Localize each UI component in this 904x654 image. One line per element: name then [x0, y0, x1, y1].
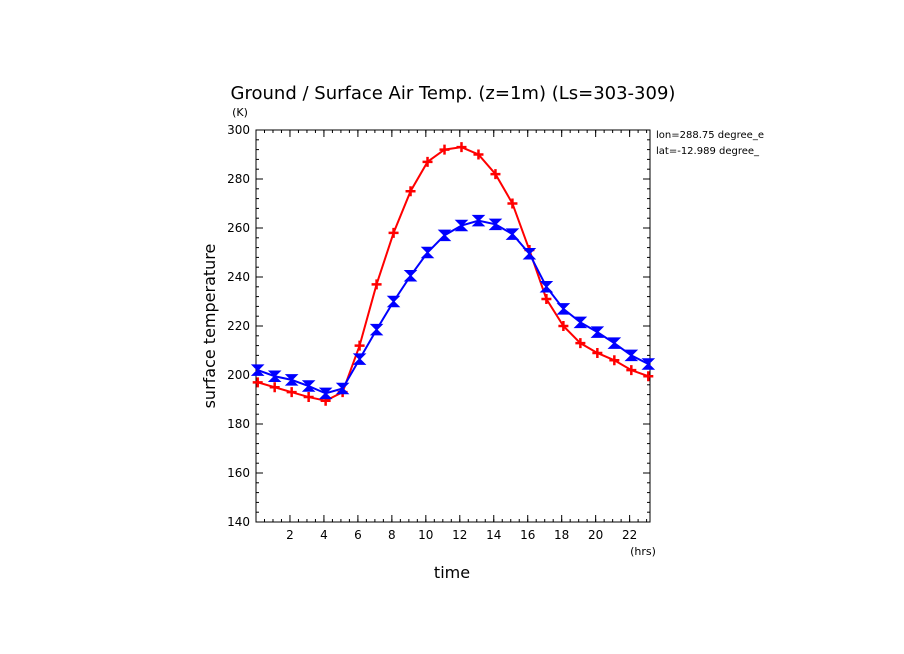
data-point [539, 281, 554, 293]
chart-title: Ground / Surface Air Temp. (z=1m) (Ls=30… [231, 83, 676, 104]
x-tick-label: 2 [286, 528, 294, 542]
data-point [301, 380, 316, 392]
data-point [558, 321, 569, 331]
data-point [456, 142, 467, 153]
data-point [422, 156, 433, 167]
axes: 140 160 180 200 220 240 260 280 300 2 4 6 8 10 12 14 16 1… [227, 123, 650, 542]
data-point [352, 353, 367, 365]
data-point [575, 338, 586, 349]
y-tick-label: 160 [227, 466, 250, 480]
data-point [522, 247, 537, 260]
x-unit-label: (hrs) [630, 545, 656, 558]
data-point [371, 279, 382, 290]
x-axis-label: time [434, 563, 470, 582]
x-tick-label: 14 [486, 528, 501, 542]
data-point [318, 387, 333, 400]
data-point [386, 295, 401, 308]
y-tick-label: 260 [227, 221, 250, 235]
series-1 [250, 214, 656, 400]
data-point [471, 214, 486, 227]
series-0 [252, 142, 654, 406]
data-point [388, 227, 399, 238]
y-tick-label: 200 [227, 368, 250, 382]
plot-frame [255, 129, 651, 523]
data-point [420, 246, 435, 259]
data-point [473, 149, 484, 160]
x-tick-label: 12 [452, 528, 467, 542]
data-point [609, 355, 620, 366]
data-point [303, 392, 314, 403]
series-line [257, 146, 649, 402]
data-point [403, 270, 418, 282]
data-point [252, 377, 263, 388]
x-tick-label: 8 [388, 528, 396, 542]
x-tick-label: 6 [354, 528, 362, 542]
y-tick-label: 280 [227, 172, 250, 186]
data-point [573, 316, 588, 329]
x-tick-label: 10 [418, 528, 433, 542]
data-point [626, 365, 637, 376]
data-point [335, 382, 350, 395]
data-point [439, 144, 450, 155]
data-point [437, 229, 452, 242]
data-point [505, 228, 520, 240]
data-point [369, 323, 384, 336]
data-point [641, 358, 656, 370]
x-tick-label: 22 [622, 528, 637, 542]
y-unit-label: (K) [232, 106, 248, 119]
data-point [624, 349, 639, 362]
y-axis-label: surface temperature [200, 244, 219, 409]
data-point [250, 364, 265, 376]
y-tick-label: 180 [227, 417, 250, 431]
data-point [488, 218, 503, 231]
data-point [643, 371, 654, 382]
data-point [454, 219, 469, 232]
data-point [556, 303, 571, 315]
annotation-lat: lat=-12.989 degree_ [656, 146, 760, 157]
data-point [590, 326, 605, 338]
y-tick-label: 240 [227, 270, 250, 284]
data-point [405, 186, 416, 197]
y-tick-label: 220 [227, 319, 250, 333]
annotation-lon: lon=288.75 degree_e [656, 130, 764, 141]
data-point [284, 374, 299, 386]
data-point [507, 198, 518, 209]
data-point [286, 387, 297, 398]
data-point [354, 340, 365, 351]
x-tick-label: 4 [320, 528, 328, 542]
data-point [269, 382, 280, 393]
x-tick-label: 16 [520, 528, 535, 542]
y-tick-label: 140 [227, 515, 250, 529]
data-point [267, 370, 282, 382]
x-tick-label: 18 [554, 528, 569, 542]
data-point [541, 294, 552, 305]
data-point [490, 169, 501, 180]
series-line [257, 219, 649, 395]
y-tick-label: 300 [227, 123, 250, 137]
data-point [607, 337, 622, 349]
series-layer [250, 142, 656, 406]
data-point [592, 347, 603, 358]
x-tick-label: 20 [588, 528, 603, 542]
